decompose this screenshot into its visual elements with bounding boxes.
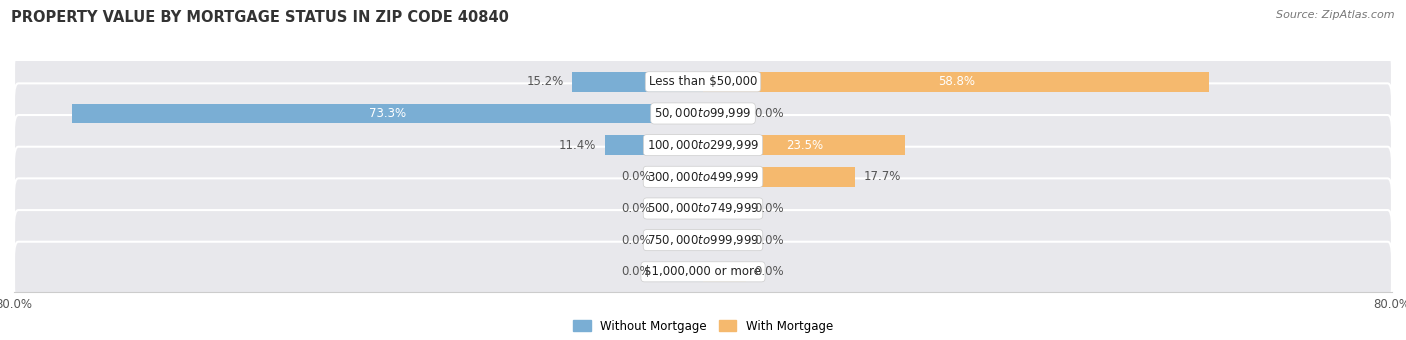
- Bar: [703, 104, 747, 123]
- Bar: [703, 72, 1209, 91]
- Text: 0.0%: 0.0%: [621, 234, 651, 246]
- Text: 0.0%: 0.0%: [755, 234, 785, 246]
- FancyBboxPatch shape: [14, 178, 1392, 239]
- Bar: [703, 230, 747, 250]
- Text: $100,000 to $299,999: $100,000 to $299,999: [647, 138, 759, 152]
- Text: $750,000 to $999,999: $750,000 to $999,999: [647, 233, 759, 247]
- Bar: [659, 167, 703, 187]
- Bar: [659, 199, 703, 218]
- Text: 0.0%: 0.0%: [755, 265, 785, 278]
- Bar: [605, 135, 703, 155]
- Text: 0.0%: 0.0%: [621, 170, 651, 183]
- Bar: [72, 104, 703, 123]
- Text: 0.0%: 0.0%: [621, 265, 651, 278]
- Text: $500,000 to $749,999: $500,000 to $749,999: [647, 202, 759, 216]
- Bar: [703, 262, 747, 282]
- Text: 0.0%: 0.0%: [755, 107, 785, 120]
- FancyBboxPatch shape: [14, 147, 1392, 207]
- Text: Less than $50,000: Less than $50,000: [648, 75, 758, 88]
- FancyBboxPatch shape: [14, 242, 1392, 302]
- Bar: [572, 72, 703, 91]
- FancyBboxPatch shape: [14, 52, 1392, 112]
- Text: 17.7%: 17.7%: [865, 170, 901, 183]
- FancyBboxPatch shape: [14, 83, 1392, 143]
- Text: $1,000,000 or more: $1,000,000 or more: [644, 265, 762, 278]
- Text: Source: ZipAtlas.com: Source: ZipAtlas.com: [1277, 10, 1395, 20]
- Bar: [659, 262, 703, 282]
- Text: PROPERTY VALUE BY MORTGAGE STATUS IN ZIP CODE 40840: PROPERTY VALUE BY MORTGAGE STATUS IN ZIP…: [11, 10, 509, 25]
- Text: 11.4%: 11.4%: [558, 139, 596, 152]
- Text: $50,000 to $99,999: $50,000 to $99,999: [654, 106, 752, 120]
- Bar: [703, 135, 905, 155]
- Text: 23.5%: 23.5%: [786, 139, 823, 152]
- Text: $300,000 to $499,999: $300,000 to $499,999: [647, 170, 759, 184]
- FancyBboxPatch shape: [14, 210, 1392, 270]
- Bar: [703, 199, 747, 218]
- Text: 0.0%: 0.0%: [621, 202, 651, 215]
- Bar: [659, 230, 703, 250]
- FancyBboxPatch shape: [14, 115, 1392, 175]
- Text: 0.0%: 0.0%: [755, 202, 785, 215]
- Text: 15.2%: 15.2%: [526, 75, 564, 88]
- Legend: Without Mortgage, With Mortgage: Without Mortgage, With Mortgage: [568, 315, 838, 337]
- Bar: [703, 167, 855, 187]
- Text: 73.3%: 73.3%: [368, 107, 406, 120]
- Text: 58.8%: 58.8%: [938, 75, 974, 88]
